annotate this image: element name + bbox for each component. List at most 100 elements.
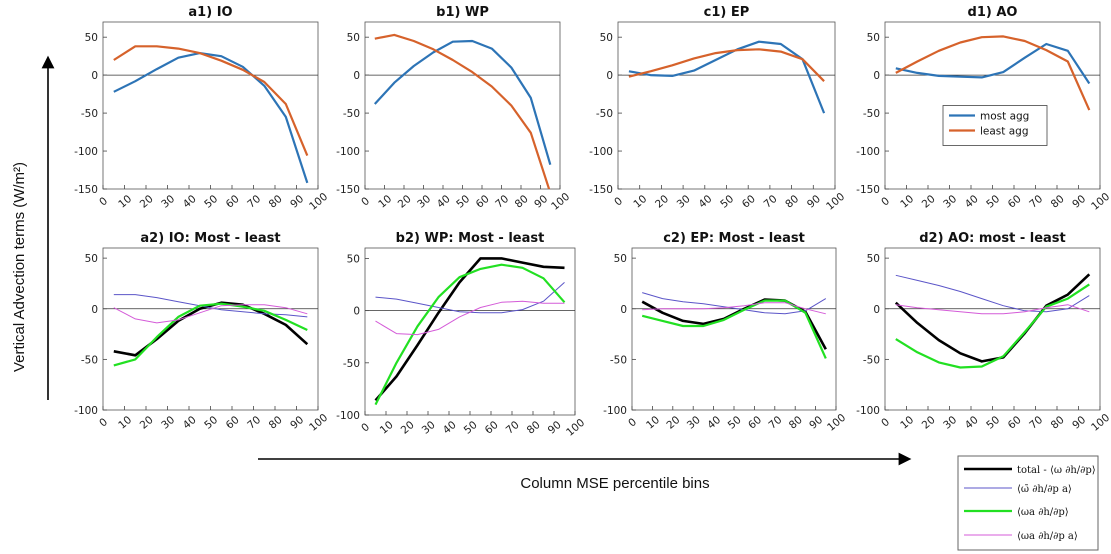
x-tick-label: 100 bbox=[824, 191, 847, 213]
x-tick-label: 30 bbox=[159, 193, 177, 211]
x-tick-label: 20 bbox=[138, 414, 156, 432]
x-tick-label: 100 bbox=[564, 417, 587, 439]
x-tick-label: 40 bbox=[963, 414, 981, 432]
y-tick-label: 50 bbox=[85, 32, 98, 44]
x-tick-label: 50 bbox=[202, 193, 220, 211]
x-tick-label: 100 bbox=[307, 191, 330, 213]
y-tick-label: -50 bbox=[81, 108, 98, 120]
series-line-total bbox=[113, 301, 309, 357]
x-tick-label: 70 bbox=[1027, 193, 1045, 211]
y-tick-label: 0 bbox=[353, 306, 360, 318]
figure-xlabel: Column MSE percentile bins bbox=[520, 475, 709, 492]
y-tick-label: -150 bbox=[589, 184, 613, 196]
panel-title: d1) AO bbox=[968, 5, 1018, 20]
y-tick-label: 0 bbox=[91, 304, 98, 316]
x-tick-label: 90 bbox=[546, 419, 564, 437]
x-tick-label: 60 bbox=[1006, 193, 1024, 211]
y-tick-label: 50 bbox=[867, 253, 880, 265]
y-tick-label: -150 bbox=[74, 184, 98, 196]
x-tick-label: 10 bbox=[116, 414, 134, 432]
series-line-least-agg bbox=[374, 33, 551, 189]
x-tick-label: 50 bbox=[984, 193, 1002, 211]
series-line-omega-a bbox=[374, 263, 566, 406]
y-tick-label: 0 bbox=[606, 70, 613, 82]
series-line-most-agg bbox=[895, 42, 1091, 85]
figure-ylabel: Vertical Advection terms (W/m²) bbox=[11, 162, 28, 372]
x-tick-label: 100 bbox=[1089, 412, 1111, 434]
panel-title: b2) WP: Most - least bbox=[396, 231, 545, 246]
y-tick-label: -50 bbox=[343, 108, 360, 120]
y-tick-label: -100 bbox=[589, 146, 613, 158]
x-tick-label: 0 bbox=[97, 416, 110, 429]
x-tick-label: 90 bbox=[532, 193, 550, 211]
series-line-omega-a bbox=[113, 302, 308, 367]
x-tick-label: 20 bbox=[399, 419, 417, 437]
x-tick-label: 60 bbox=[746, 414, 764, 432]
x-tick-label: 50 bbox=[454, 193, 472, 211]
panel-title: c2) EP: Most - least bbox=[663, 231, 805, 246]
y-tick-label: 0 bbox=[873, 304, 880, 316]
x-tick-label: 100 bbox=[1089, 191, 1111, 213]
legend-bottom-label-mean-omega: ⟨ω̄ ∂h/∂p a⟩ bbox=[1017, 484, 1072, 495]
x-tick-label: 0 bbox=[879, 416, 892, 429]
series-line-omega-a bbox=[895, 283, 1090, 369]
x-tick-label: 0 bbox=[626, 416, 639, 429]
x-tick-label: 50 bbox=[202, 414, 220, 432]
series-line-least-agg bbox=[113, 45, 309, 157]
x-tick-label: 80 bbox=[787, 414, 805, 432]
plot-area bbox=[631, 247, 837, 411]
y-tick-label: -100 bbox=[336, 410, 360, 422]
x-tick-label: 50 bbox=[984, 414, 1002, 432]
legend-top-label: least agg bbox=[980, 126, 1029, 138]
y-tick-label: 0 bbox=[620, 304, 627, 316]
y-tick-label: -150 bbox=[856, 184, 880, 196]
legend-bottom-label-omega-a-anom: ⟨ωa ∂h/∂p a⟩ bbox=[1017, 531, 1078, 542]
series-line-omega-a-anom bbox=[375, 300, 565, 336]
legend-bottom-label-omega-a: ⟨ωa ∂h/∂p⟩ bbox=[1017, 507, 1069, 518]
x-tick-label: 10 bbox=[644, 414, 662, 432]
series-line-total bbox=[894, 273, 1091, 363]
y-tick-label: -100 bbox=[74, 405, 98, 417]
y-tick-label: -50 bbox=[610, 354, 627, 366]
y-tick-label: -50 bbox=[596, 108, 613, 120]
y-tick-label: -100 bbox=[856, 146, 880, 158]
x-tick-label: 60 bbox=[224, 414, 242, 432]
panel-title: a1) IO bbox=[188, 5, 232, 20]
x-tick-label: 10 bbox=[898, 414, 916, 432]
x-tick-label: 80 bbox=[783, 193, 801, 211]
x-tick-label: 30 bbox=[685, 414, 703, 432]
x-tick-label: 0 bbox=[97, 195, 110, 208]
series-line-omega-a-anom bbox=[895, 304, 1090, 315]
y-tick-label: -100 bbox=[336, 146, 360, 158]
legend-bottom: total - ⟨ω ∂h/∂p⟩ ⟨ω̄ ∂h/∂p a⟩ ⟨ωa ∂h/∂p… bbox=[957, 455, 1099, 551]
x-tick-label: 80 bbox=[267, 193, 285, 211]
y-tick-label: 50 bbox=[347, 253, 360, 265]
x-tick-label: 60 bbox=[474, 193, 492, 211]
x-tick-label: 40 bbox=[435, 193, 453, 211]
x-tick-label: 20 bbox=[920, 193, 938, 211]
y-tick-label: -100 bbox=[74, 146, 98, 158]
series-line-mean-omega bbox=[375, 282, 565, 314]
panel-title: b1) WP bbox=[436, 5, 489, 20]
x-tick-label: 50 bbox=[462, 419, 480, 437]
x-tick-label: 60 bbox=[740, 193, 758, 211]
x-tick-label: 20 bbox=[664, 414, 682, 432]
x-tick-label: 50 bbox=[718, 193, 736, 211]
x-tick-label: 0 bbox=[612, 195, 625, 208]
x-tick-label: 70 bbox=[762, 193, 780, 211]
x-tick-label: 100 bbox=[825, 412, 848, 434]
legend-bottom-box bbox=[957, 455, 1099, 551]
series-line-omega-a-anom bbox=[113, 304, 308, 324]
x-tick-label: 20 bbox=[653, 193, 671, 211]
x-tick-label: 40 bbox=[705, 414, 723, 432]
x-tick-label: 70 bbox=[766, 414, 784, 432]
y-tick-label: 0 bbox=[353, 70, 360, 82]
x-tick-label: 20 bbox=[920, 414, 938, 432]
x-tick-label: 90 bbox=[805, 193, 823, 211]
x-tick-label: 90 bbox=[807, 414, 825, 432]
x-tick-label: 20 bbox=[396, 193, 414, 211]
